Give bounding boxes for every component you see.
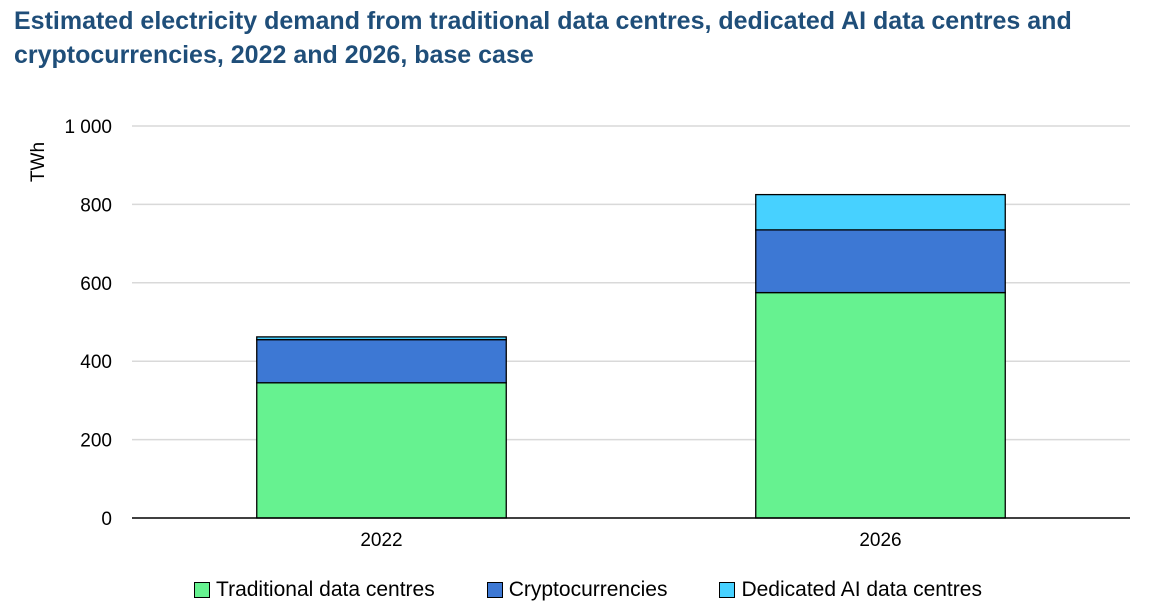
y-tick-label: 0 (101, 509, 112, 530)
bar-segment (755, 229, 1006, 294)
y-tick-label: 400 (80, 352, 112, 373)
bar-segment (256, 336, 507, 341)
axes: 0 200 400 600 800 1 000 2022 2026 (64, 117, 1130, 551)
bar-segment (256, 338, 507, 384)
x-tick-label: 2026 (859, 530, 901, 551)
legend-label: Traditional data centres (216, 578, 435, 601)
legend-item: Cryptocurrencies (486, 578, 668, 602)
x-tick-label: 2022 (360, 530, 402, 551)
chart-title: Estimated electricity demand from tradit… (14, 7, 1072, 69)
legend-label: Dedicated AI data centres (741, 578, 982, 601)
y-tick-label: 800 (80, 195, 112, 216)
bar-segment (256, 382, 507, 519)
y-tick-label: 600 (80, 274, 112, 295)
y-axis-title: TWh (28, 142, 49, 182)
chart-plot: 0 200 400 600 800 1 000 2022 2026 TWh (28, 117, 1130, 551)
bar-segment (755, 291, 1006, 519)
legend-swatch (194, 582, 211, 598)
legend: Traditional data centres Cryptocurrencies… (0, 578, 1176, 602)
legend-label: Cryptocurrencies (508, 578, 668, 601)
y-tick-label: 1 000 (64, 117, 112, 138)
y-tick-label: 200 (80, 431, 112, 452)
legend-swatch (486, 582, 503, 598)
legend-item: Traditional data centres (194, 578, 435, 602)
bars (256, 193, 1006, 519)
legend-item: Dedicated AI data centres (719, 578, 982, 602)
bar-segment (755, 193, 1006, 231)
legend-swatch (719, 582, 736, 598)
